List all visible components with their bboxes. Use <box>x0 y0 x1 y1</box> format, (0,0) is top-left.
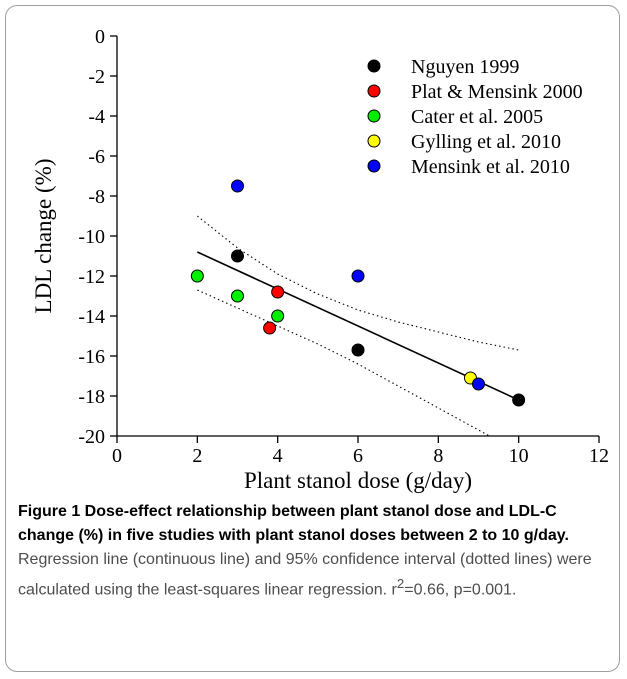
legend-marker <box>367 159 381 173</box>
x-tick-label: 0 <box>112 445 122 467</box>
data-point-series-1 <box>271 285 285 299</box>
legend-label: Mensink et al. 2010 <box>411 156 570 178</box>
confidence-upper-line <box>196 215 519 351</box>
y-axis-title: LDL change (%) <box>31 159 56 314</box>
x-tick-label: 10 <box>509 445 529 467</box>
data-point-series-1 <box>263 321 277 335</box>
legend-marker <box>367 84 381 98</box>
y-tick-label: -10 <box>78 226 105 248</box>
figure-caption: Figure 1 Dose-effect relationship betwee… <box>18 500 610 602</box>
scatter-chart: 0 2 4 6 8 10 12 0 -2 -4 -6 -8 -10 -12 -14 -16 -18 -20 Ngu… <box>31 26 609 493</box>
data-point-series-0 <box>512 393 526 407</box>
data-points <box>190 179 526 407</box>
legend-marker <box>367 59 381 73</box>
x-tick-label: 4 <box>273 445 283 467</box>
legend-label: Nguyen 1999 <box>411 56 519 78</box>
caption-body: Regression line (continuous line) and 95… <box>18 551 592 599</box>
data-point-series-4 <box>351 269 365 283</box>
fit-lines <box>196 215 520 436</box>
legend-marker <box>367 109 381 123</box>
y-tick-label: -6 <box>88 146 105 168</box>
legend: Nguyen 1999 Plat & Mensink 2000 Cater et a… <box>367 56 583 178</box>
data-point-series-2 <box>271 309 285 323</box>
x-tick-label: 12 <box>589 445 609 467</box>
data-point-series-0 <box>231 249 244 263</box>
data-point-series-0 <box>351 343 365 357</box>
caption-body-end: =0.66, p=0.001. <box>404 581 517 599</box>
legend-label: Cater et al. 2005 <box>411 106 543 128</box>
figure-frame <box>5 5 620 672</box>
y-tick-label: -18 <box>78 386 105 408</box>
y-tick-label: -16 <box>78 346 105 368</box>
tick-labels: 0 2 4 6 8 10 12 0 -2 -4 -6 -8 -10 -12 -14 -16 -18 -20 <box>78 26 609 467</box>
confidence-lower-line <box>197 289 491 436</box>
tick-marks <box>110 35 600 443</box>
y-tick-label: -4 <box>88 106 105 128</box>
x-tick-label: 6 <box>353 445 363 467</box>
legend-label: Plat & Mensink 2000 <box>411 81 583 103</box>
y-tick-label: -2 <box>88 66 105 88</box>
y-tick-label: 0 <box>95 26 105 48</box>
x-tick-label: 2 <box>192 445 202 467</box>
caption-title: Figure 1 Dose-effect relationship betwee… <box>18 503 569 544</box>
data-point-series-2 <box>231 289 244 303</box>
data-point-series-4 <box>472 377 485 391</box>
y-tick-label: -8 <box>88 186 105 208</box>
legend-marker <box>367 134 381 148</box>
x-axis-title: Plant stanol dose (g/day) <box>244 468 472 493</box>
y-tick-label: -20 <box>78 426 105 448</box>
legend-label: Gylling et al. 2010 <box>411 131 561 153</box>
y-tick-label: -12 <box>78 266 105 288</box>
y-tick-label: -14 <box>78 306 105 328</box>
data-point-series-4 <box>231 179 244 193</box>
data-point-series-2 <box>190 269 204 283</box>
x-tick-label: 8 <box>433 445 443 467</box>
caption-r-superscript: 2 <box>396 576 405 591</box>
